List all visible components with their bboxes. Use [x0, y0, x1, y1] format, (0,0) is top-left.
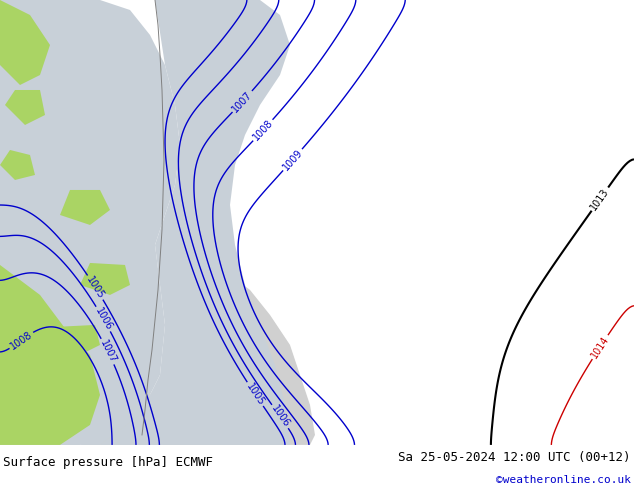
Text: 1009: 1009: [281, 147, 304, 172]
Polygon shape: [20, 365, 70, 395]
Polygon shape: [0, 265, 100, 445]
Text: 1007: 1007: [98, 338, 118, 365]
Polygon shape: [100, 0, 290, 445]
Text: 1006: 1006: [93, 306, 114, 332]
Polygon shape: [0, 150, 35, 180]
Polygon shape: [80, 263, 130, 295]
Polygon shape: [50, 325, 100, 355]
Text: 1008: 1008: [251, 118, 275, 143]
Text: 1005: 1005: [244, 381, 266, 407]
Text: ©weatheronline.co.uk: ©weatheronline.co.uk: [496, 475, 631, 485]
Text: Sa 25-05-2024 12:00 UTC (00+12): Sa 25-05-2024 12:00 UTC (00+12): [398, 451, 631, 464]
Polygon shape: [0, 0, 50, 85]
Polygon shape: [0, 0, 315, 445]
Text: 1007: 1007: [230, 89, 254, 114]
Text: 1008: 1008: [8, 329, 34, 351]
Text: 1006: 1006: [269, 404, 291, 429]
Polygon shape: [5, 90, 45, 125]
Text: 1014: 1014: [589, 334, 611, 360]
Text: Surface pressure [hPa] ECMWF: Surface pressure [hPa] ECMWF: [3, 456, 213, 468]
Text: 1013: 1013: [589, 186, 611, 212]
Polygon shape: [60, 190, 110, 225]
Text: 1005: 1005: [84, 274, 107, 300]
Polygon shape: [0, 0, 180, 445]
